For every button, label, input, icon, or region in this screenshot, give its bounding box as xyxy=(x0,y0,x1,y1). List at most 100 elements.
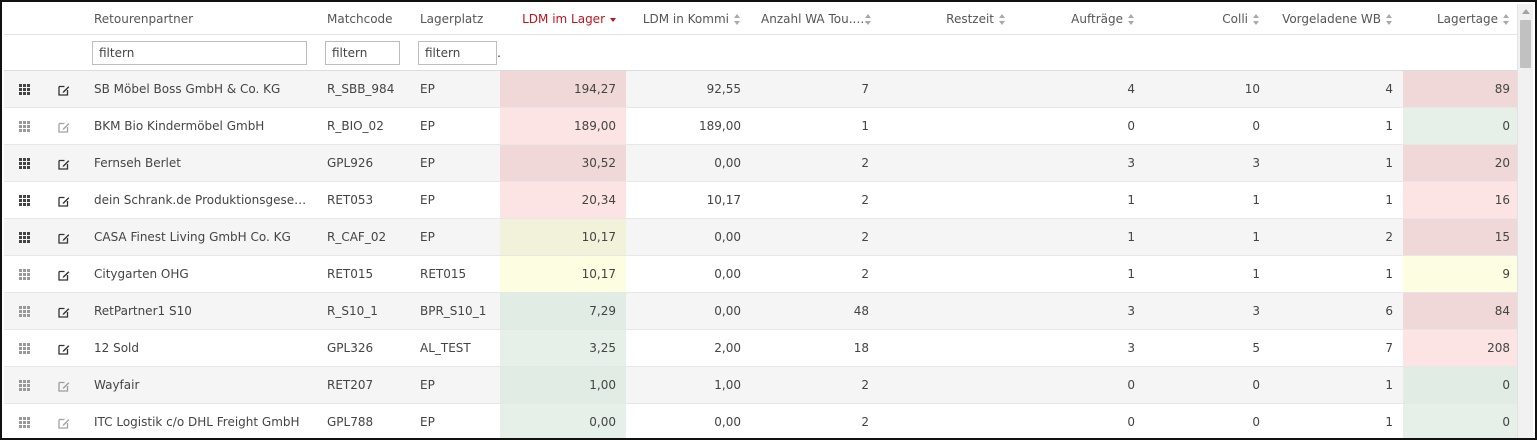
grid-icon[interactable] xyxy=(18,269,30,280)
edit-cell[interactable] xyxy=(44,181,84,219)
edit-icon[interactable] xyxy=(58,84,70,96)
edit-cell[interactable] xyxy=(44,329,84,367)
filter-input-retourenpartner[interactable] xyxy=(92,40,307,65)
table-row[interactable]: RetPartner1 S10 R_S10_1 BPR_S10_1 7,29 0… xyxy=(4,292,1520,330)
details-cell[interactable] xyxy=(4,107,44,145)
details-cell[interactable] xyxy=(4,292,44,330)
cell-ldm-kommi: 0,00 xyxy=(626,403,751,438)
grid-icon[interactable] xyxy=(18,380,30,391)
table-row[interactable]: dein Schrank.de Produktionsgesellschaft … xyxy=(4,181,1520,219)
cell-lagertage: 84 xyxy=(1403,292,1520,330)
cell-anzahl-wa: 2 xyxy=(751,403,879,438)
edit-cell[interactable] xyxy=(44,255,84,293)
cell-vorgeladene: 6 xyxy=(1270,292,1403,330)
cell-lagertage: 0 xyxy=(1403,107,1520,145)
cell-vorgeladene: 2 xyxy=(1270,218,1403,256)
edit-icon[interactable] xyxy=(58,269,70,281)
column-header-lagerplatz[interactable]: Lagerplatz xyxy=(410,4,500,35)
cell-colli: 10 xyxy=(1145,70,1270,108)
edit-cell[interactable] xyxy=(44,366,84,404)
cell-vorgeladene: 1 xyxy=(1270,403,1403,438)
column-header-ldm-lager[interactable]: LDM im Lager xyxy=(500,4,626,35)
cell-restzeit xyxy=(879,329,1016,367)
grid-icon[interactable] xyxy=(18,84,30,95)
column-header-auftraege[interactable]: Aufträge xyxy=(1016,4,1145,35)
cell-anzahl-wa: 48 xyxy=(751,292,879,330)
sort-icon xyxy=(1253,14,1260,25)
cell-ldm-kommi: 2,00 xyxy=(626,329,751,367)
cell-ldm-kommi: 0,00 xyxy=(626,255,751,293)
details-cell[interactable] xyxy=(4,403,44,438)
cell-colli: 1 xyxy=(1145,218,1270,256)
grid-icon[interactable] xyxy=(18,195,30,206)
scroll-up-icon[interactable] xyxy=(1522,9,1530,14)
grid-icon[interactable] xyxy=(18,158,30,169)
column-header-matchcode[interactable]: Matchcode xyxy=(317,4,410,35)
sort-icon xyxy=(734,14,741,25)
sort-desc-icon xyxy=(610,17,616,22)
filter-input-matchcode[interactable] xyxy=(325,40,400,65)
edit-icon[interactable] xyxy=(58,380,70,392)
cell-lagertage: 16 xyxy=(1403,181,1520,219)
table-row[interactable]: ITC Logistik c/o DHL Freight GmbH GPL788… xyxy=(4,403,1520,438)
details-cell[interactable] xyxy=(4,144,44,182)
table-row[interactable]: Wayfair RET207 EP 1,00 1,00 2 0 0 1 0 xyxy=(4,366,1520,404)
grid-icon[interactable] xyxy=(18,343,30,354)
cell-partner: Fernseh Berlet xyxy=(84,144,317,182)
cell-matchcode: GPL326 xyxy=(317,329,410,367)
cell-lagertage: 89 xyxy=(1403,70,1520,108)
cell-auftraege: 0 xyxy=(1016,403,1145,438)
vertical-scrollbar[interactable] xyxy=(1517,4,1533,438)
sort-icon xyxy=(999,14,1006,25)
edit-icon[interactable] xyxy=(58,232,70,244)
table-row[interactable]: CASA Finest Living GmbH Co. KG R_CAF_02 … xyxy=(4,218,1520,256)
details-cell[interactable] xyxy=(4,218,44,256)
edit-cell[interactable] xyxy=(44,292,84,330)
edit-icon[interactable] xyxy=(58,306,70,318)
column-header-ldm-kommi[interactable]: LDM in Kommi xyxy=(626,4,751,35)
edit-cell[interactable] xyxy=(44,144,84,182)
cell-anzahl-wa: 7 xyxy=(751,70,879,108)
details-cell[interactable] xyxy=(4,181,44,219)
details-cell[interactable] xyxy=(4,255,44,293)
table-row[interactable]: Citygarten OHG RET015 RET015 10,17 0,00 … xyxy=(4,255,1520,293)
edit-cell[interactable] xyxy=(44,70,84,108)
column-header-restzeit[interactable]: Restzeit xyxy=(879,4,1016,35)
header-spacer-1 xyxy=(4,4,44,35)
cell-colli: 3 xyxy=(1145,292,1270,330)
cell-vorgeladene: 7 xyxy=(1270,329,1403,367)
details-cell[interactable] xyxy=(4,329,44,367)
table-row[interactable]: 12 Sold GPL326 AL_TEST 3,25 2,00 18 3 5 … xyxy=(4,329,1520,367)
scrollbar-thumb[interactable] xyxy=(1520,20,1531,68)
edit-cell[interactable] xyxy=(44,403,84,438)
column-header-colli[interactable]: Colli xyxy=(1145,4,1270,35)
cell-restzeit xyxy=(879,144,1016,182)
edit-icon[interactable] xyxy=(58,121,70,133)
sort-icon xyxy=(1503,14,1510,25)
cell-lagerplatz: EP xyxy=(410,181,500,219)
details-cell[interactable] xyxy=(4,366,44,404)
cell-restzeit xyxy=(879,292,1016,330)
details-cell[interactable] xyxy=(4,70,44,108)
cell-auftraege: 1 xyxy=(1016,255,1145,293)
grid-icon[interactable] xyxy=(18,121,30,132)
edit-icon[interactable] xyxy=(58,158,70,170)
edit-cell[interactable] xyxy=(44,107,84,145)
edit-cell[interactable] xyxy=(44,218,84,256)
header-spacer-2 xyxy=(44,4,84,35)
grid-icon[interactable] xyxy=(18,232,30,243)
column-header-vorgeladene[interactable]: Vorgeladene WB xyxy=(1270,4,1403,35)
cell-anzahl-wa: 2 xyxy=(751,255,879,293)
column-header-lagertage[interactable]: Lagertage xyxy=(1403,4,1520,35)
table-row[interactable]: BKM Bio Kindermöbel GmbH R_BIO_02 EP 189… xyxy=(4,107,1520,145)
filter-input-lagerplatz[interactable] xyxy=(418,40,497,65)
grid-icon[interactable] xyxy=(18,417,30,428)
edit-icon[interactable] xyxy=(58,417,70,429)
table-row[interactable]: Fernseh Berlet GPL926 EP 30,52 0,00 2 3 … xyxy=(4,144,1520,182)
edit-icon[interactable] xyxy=(58,343,70,355)
edit-icon[interactable] xyxy=(58,195,70,207)
grid-icon[interactable] xyxy=(18,306,30,317)
column-header-anzahl-wa[interactable]: Anzahl WA Tou... xyxy=(751,4,879,35)
table-row[interactable]: SB Möbel Boss GmbH & Co. KG R_SBB_984 EP… xyxy=(4,70,1520,108)
column-header-retourenpartner[interactable]: Retourenpartner xyxy=(84,4,317,35)
